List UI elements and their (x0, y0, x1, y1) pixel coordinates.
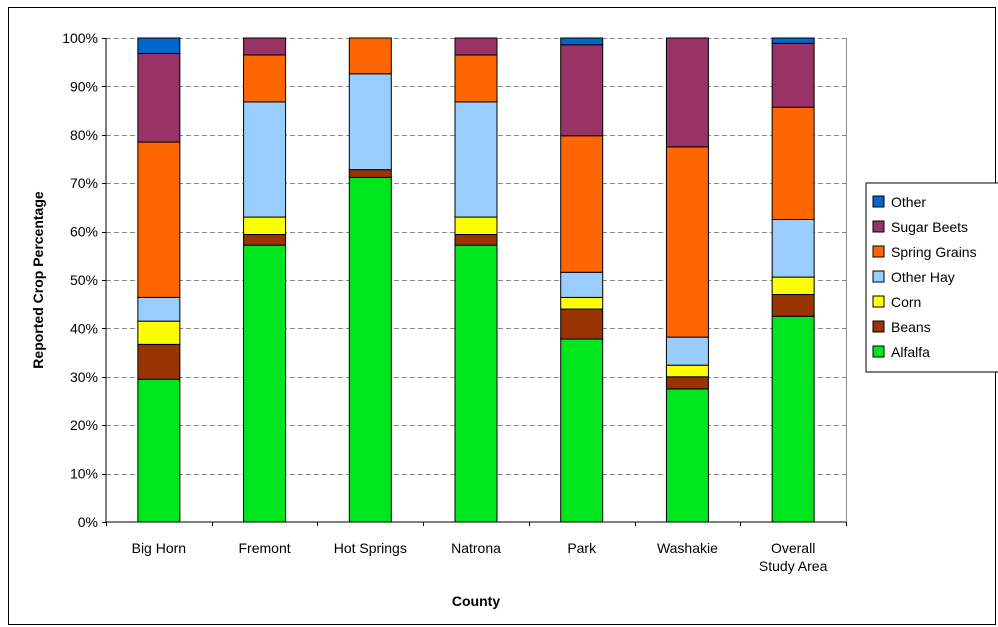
bar-segment-other (772, 38, 814, 43)
y-tick-labels: 0% 10% 20% 30% 40% 50% 60% 70% 80% 90% 100% (62, 30, 98, 530)
bar-segment-alfalfa (455, 245, 497, 522)
bar-segment-other-hay (455, 102, 497, 217)
bar-segment-beans (666, 377, 708, 389)
legend-label: Sugar Beets (891, 219, 968, 235)
bar-segment-sugar-beets (455, 38, 497, 55)
bar-segment-corn (244, 217, 286, 234)
bar-segment-sugar-beets (138, 53, 180, 142)
bar-segment-corn (561, 297, 603, 309)
legend-label: Other (891, 194, 926, 210)
legend-label: Corn (891, 294, 921, 310)
bar-segment-alfalfa (772, 316, 814, 522)
legend-swatch-spring-grains (873, 246, 884, 257)
legend-swatch-sugar-beets (873, 221, 884, 232)
legend-label: Spring Grains (891, 244, 977, 260)
x-tick-label: Fremont (239, 540, 291, 556)
bar-segment-beans (349, 170, 391, 178)
bar-segment-sugar-beets (561, 45, 603, 136)
bar-segment-spring-grains (772, 107, 814, 219)
bar-segment-corn (455, 217, 497, 234)
bar-segment-sugar-beets (666, 38, 708, 147)
bar-segment-spring-grains (244, 55, 286, 102)
y-tick-label: 40% (70, 320, 98, 336)
bar-segment-alfalfa (666, 389, 708, 522)
bar-segment-corn (772, 277, 814, 294)
bar-segment-sugar-beets (772, 43, 814, 107)
x-tick-label: Natrona (451, 540, 501, 556)
bar-segment-beans (244, 235, 286, 246)
x-tick-labels: Big Horn Fremont Hot Springs Natrona Park Was… (132, 540, 828, 574)
bar-segment-beans (561, 309, 603, 339)
bar-segment-sugar-beets (244, 38, 286, 55)
x-tick-label: Big Horn (132, 540, 186, 556)
bar-segment-alfalfa (561, 339, 603, 522)
y-tick-label: 90% (70, 78, 98, 94)
bar-segment-other-hay (772, 220, 814, 278)
bar-segment-other (138, 38, 180, 53)
bar-segment-spring-grains (666, 147, 708, 337)
bar-segment-beans (772, 295, 814, 317)
bar-segment-alfalfa (349, 177, 391, 522)
bar-segment-alfalfa (138, 379, 180, 522)
legend-swatch-beans (873, 321, 884, 332)
legend-label: Beans (891, 319, 931, 335)
y-tick-label: 80% (70, 127, 98, 143)
bar-segment-spring-grains (561, 136, 603, 272)
legend-swatch-other-hay (873, 271, 884, 282)
y-tick-label: 100% (62, 30, 98, 46)
bar-segment-beans (455, 235, 497, 246)
bar-segment-spring-grains (455, 55, 497, 102)
legend-swatch-other (873, 196, 884, 207)
bar-segment-corn (666, 365, 708, 377)
legend-label: Other Hay (891, 269, 955, 285)
y-tick-label: 30% (70, 369, 98, 385)
bar-segment-other-hay (138, 297, 180, 321)
legend-swatch-corn (873, 296, 884, 307)
x-tick-label: Overall (771, 540, 815, 556)
y-tick-label: 10% (70, 466, 98, 482)
bar-segment-other-hay (561, 272, 603, 297)
y-tick-label: 20% (70, 417, 98, 433)
legend-label: Alfalfa (891, 344, 930, 360)
x-tick-label: Washakie (657, 540, 718, 556)
x-tick-label: Park (567, 540, 597, 556)
bar-segment-other-hay (666, 337, 708, 365)
legend-swatch-alfalfa (873, 346, 884, 357)
bar-segment-corn (138, 321, 180, 344)
x-tick-label: Study Area (759, 558, 828, 574)
y-tick-label: 70% (70, 175, 98, 191)
bar-segment-spring-grains (138, 142, 180, 297)
x-axis-title: County (452, 593, 500, 609)
x-tick-label: Hot Springs (334, 540, 407, 556)
y-tick-label: 60% (70, 224, 98, 240)
y-tick-label: 50% (70, 272, 98, 288)
bar-segment-other-hay (349, 74, 391, 170)
y-tick-label: 0% (78, 514, 98, 530)
y-axis-title: Reported Crop Percentage (30, 191, 46, 369)
bar-segment-beans (138, 344, 180, 379)
legend: Other Sugar Beets Spring Grains Other Hay Co… (866, 183, 998, 372)
bar-segment-spring-grains (349, 38, 391, 74)
bar-segment-other-hay (244, 102, 286, 217)
bar-segment-other (561, 38, 603, 45)
bar-segment-alfalfa (244, 245, 286, 522)
